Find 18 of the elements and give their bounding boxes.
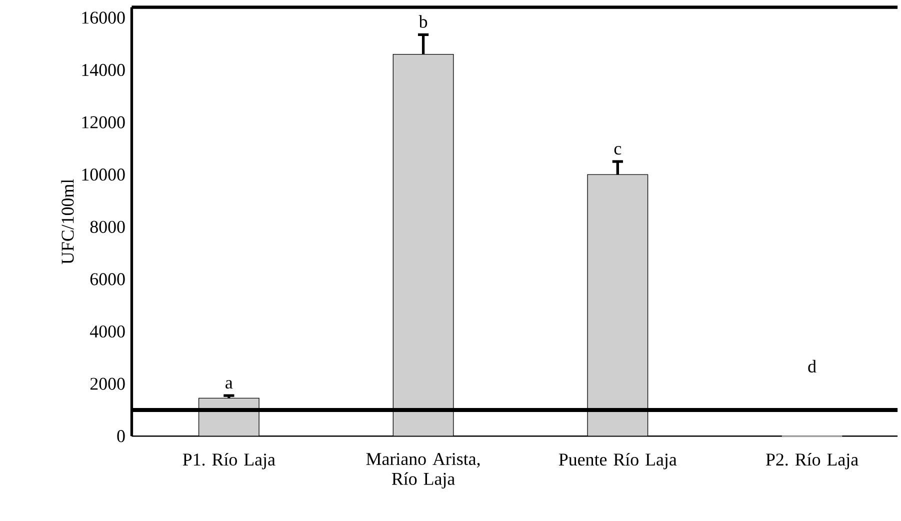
y-tick-label: 2000 — [90, 378, 125, 390]
annotation: c — [614, 146, 622, 154]
y-tick-label: 6000 — [90, 272, 125, 286]
x-tick-label: P2. Río Laja — [766, 452, 858, 470]
y-tick-label: 8000 — [90, 220, 125, 233]
y-tick-label: 4000 — [90, 325, 125, 338]
x-tick-label: P1. Río Laja — [182, 452, 276, 470]
x-tick-label: Puente Río Laja — [558, 452, 677, 470]
y-tick-label: 16000 — [82, 11, 125, 24]
y-tick-label: 0 — [117, 430, 125, 442]
annotation: b — [418, 15, 428, 28]
x-tick-label: Mariano Arista, Río Laja — [366, 452, 480, 488]
y-tick-label: 10000 — [82, 168, 125, 180]
annotation: d — [808, 360, 816, 372]
annotation: a — [226, 380, 233, 388]
y-tick-label: 14000 — [82, 64, 125, 76]
y-axis-title: UFC/100ml — [61, 179, 74, 264]
y-tick-label: 12000 — [82, 116, 125, 128]
